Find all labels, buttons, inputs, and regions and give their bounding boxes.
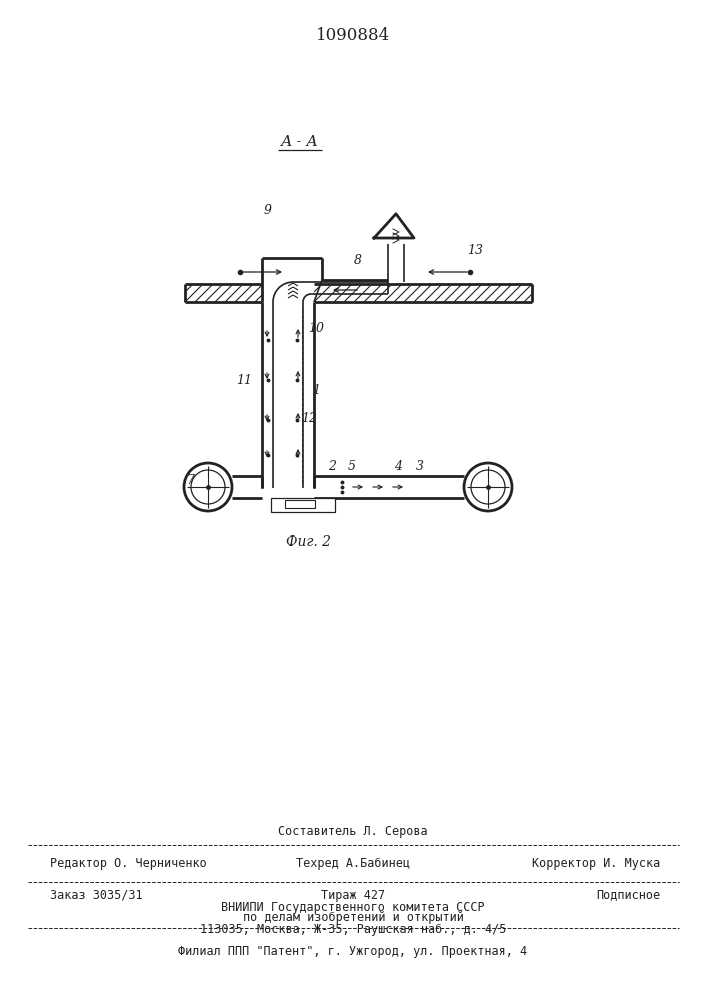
Text: 2: 2: [328, 460, 336, 473]
Text: Техред А.Бабинец: Техред А.Бабинец: [296, 857, 410, 870]
Text: 7: 7: [186, 474, 194, 487]
Text: Заказ 3035/31: Заказ 3035/31: [50, 888, 143, 902]
Text: 3: 3: [416, 460, 424, 473]
Text: Филиал ППП "Патент", г. Ужгород, ул. Проектная, 4: Филиал ППП "Патент", г. Ужгород, ул. Про…: [178, 946, 527, 958]
Text: 5: 5: [348, 460, 356, 473]
Text: 1: 1: [312, 383, 320, 396]
Text: 4: 4: [394, 460, 402, 473]
Text: 113035, Москва, Ж-35, Раушская наб., д. 4/5: 113035, Москва, Ж-35, Раушская наб., д. …: [200, 924, 506, 936]
Text: 8: 8: [354, 253, 362, 266]
Bar: [271, 498, 335, 512]
Text: Фиг. 2: Фиг. 2: [286, 535, 330, 549]
Text: Составитель Л. Серова: Составитель Л. Серова: [278, 826, 428, 838]
Bar: [285, 500, 315, 508]
Text: 11: 11: [236, 373, 252, 386]
Polygon shape: [374, 214, 414, 238]
Text: Тираж 427: Тираж 427: [321, 888, 385, 902]
Text: Редактор О. Черниченко: Редактор О. Черниченко: [50, 857, 206, 870]
Text: по делам изобретений и открытий: по делам изобретений и открытий: [243, 912, 463, 924]
Text: ВНИИПИ Государственного комитета СССР: ВНИИПИ Государственного комитета СССР: [221, 900, 485, 914]
Text: 13: 13: [467, 243, 483, 256]
Text: 9: 9: [264, 204, 272, 217]
Text: Корректор И. Муска: Корректор И. Муска: [532, 857, 660, 870]
Text: А - А: А - А: [281, 135, 319, 149]
Text: Подписное: Подписное: [596, 888, 660, 902]
Text: 1090884: 1090884: [316, 26, 390, 43]
Text: 12: 12: [301, 412, 317, 424]
Text: 10: 10: [308, 322, 324, 334]
